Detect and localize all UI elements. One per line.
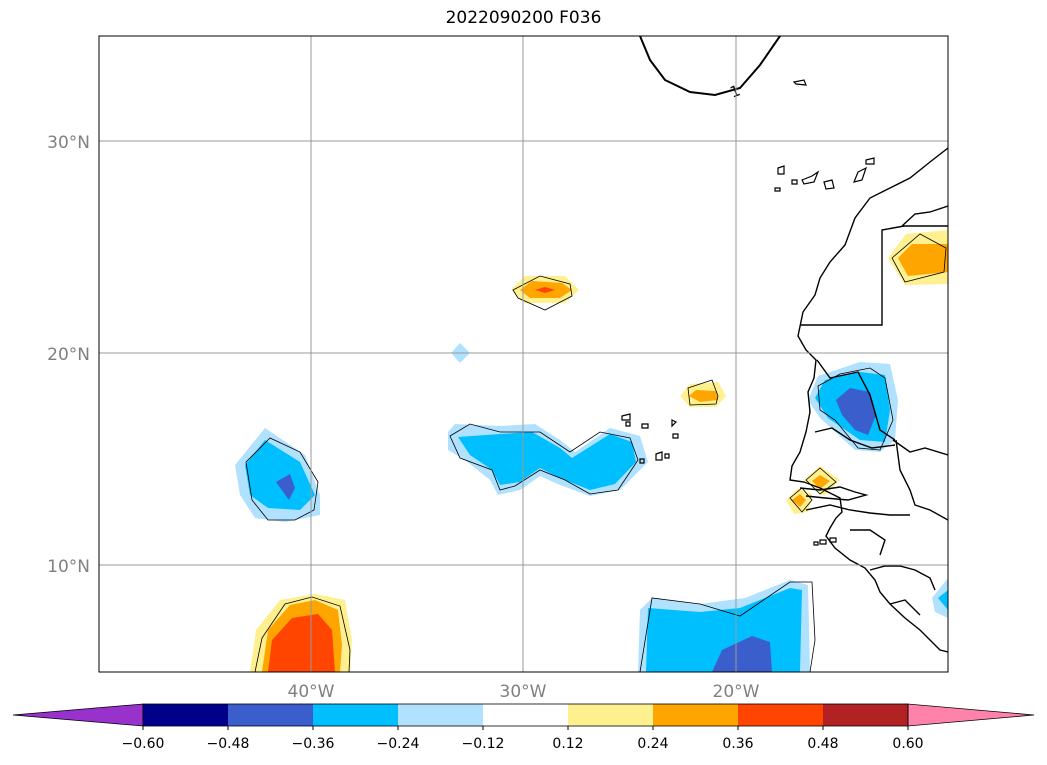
colorbar-segment xyxy=(483,704,568,726)
colorbar-tick-label: −0.48 xyxy=(207,736,250,752)
colorbar-tick-label: 0.48 xyxy=(807,736,838,752)
colorbar-extend-low xyxy=(12,703,144,727)
colorbar-tick-label: 0.12 xyxy=(552,736,583,752)
colorbar-segment xyxy=(823,704,908,726)
lat-label-20n: 20°N xyxy=(47,345,90,365)
lat-label-10n: 10°N xyxy=(47,557,90,577)
colorbar-tick-label: −0.60 xyxy=(122,736,165,752)
colorbar-segment xyxy=(738,704,823,726)
colorbar-tick-label: 0.60 xyxy=(892,736,923,752)
colorbar-tick-label: −0.24 xyxy=(377,736,420,752)
lon-label-30w: 30°W xyxy=(500,682,547,702)
gridlines xyxy=(99,36,948,672)
coastlines xyxy=(789,147,948,653)
contour-line-1 xyxy=(639,36,781,97)
colorbar: −0.60 −0.48 −0.36 −0.24 −0.12 0.12 0.24 0.36 0.4… xyxy=(12,703,1035,752)
colorbar-outline xyxy=(142,703,909,727)
colorbar-tick-label: −0.36 xyxy=(292,736,335,752)
colorbar-tick-label: −0.12 xyxy=(462,736,505,752)
islands xyxy=(621,79,875,546)
colorbar-tick-label: 0.24 xyxy=(637,736,668,752)
colorbar-segment xyxy=(398,704,483,726)
lon-label-40w: 40°W xyxy=(288,682,335,702)
map-frame xyxy=(98,35,949,673)
colorbar-segment xyxy=(228,704,313,726)
colorbar-tick-label: 0.36 xyxy=(722,736,753,752)
colorbar-segment xyxy=(568,704,653,726)
map-area: 1 xyxy=(99,36,948,672)
lon-label-20w: 20°W xyxy=(713,682,760,702)
map-title: 2022090200 F036 xyxy=(445,8,602,28)
lat-label-30n: 30°N xyxy=(47,133,90,153)
colorbar-segment xyxy=(313,704,398,726)
colorbar-extend-high xyxy=(907,703,1035,727)
colorbar-segment xyxy=(653,704,738,726)
colorbar-segment xyxy=(143,704,228,726)
